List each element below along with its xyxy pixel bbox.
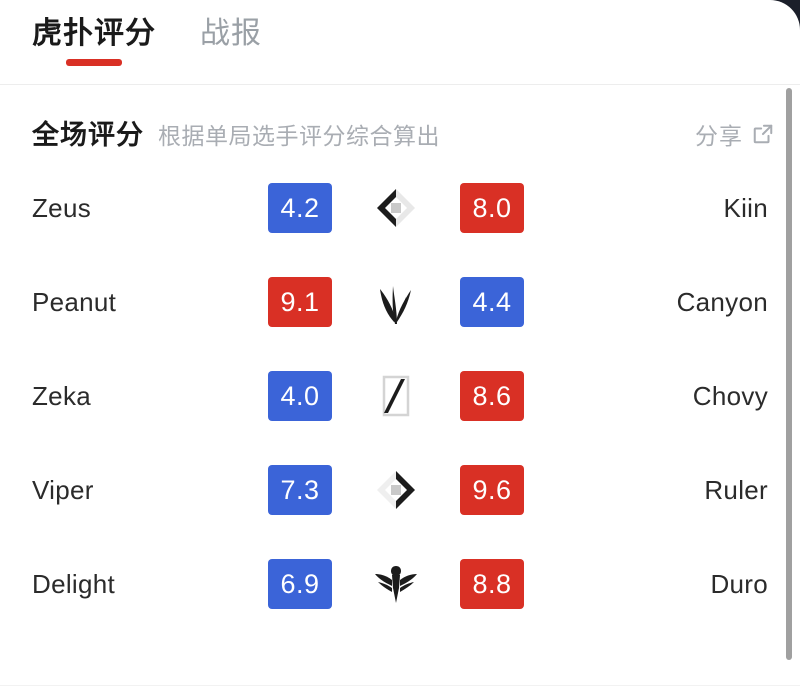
right-player-name: Chovy [692,380,768,411]
left-score-badge: 7.3 [268,465,332,515]
jungle-lane-icon [368,274,424,330]
left-score-badge: 4.0 [268,371,332,421]
right-player-name: Ruler [704,474,768,505]
table-row[interactable]: Delight 6.9 8.8 Duro [0,537,800,631]
share-label: 分享 [695,123,743,149]
section-title: 全场评分 [32,120,144,150]
table-row[interactable]: Peanut 9.1 4.4 Canyon [0,255,800,349]
table-row[interactable]: Viper 7.3 9.6 Ruler [0,443,800,537]
table-row[interactable]: Zeus 4.2 8.0 Kiin [0,161,800,255]
tab-hupu-rating[interactable]: 虎扑评分 [32,0,156,66]
left-player-name: Viper [32,474,94,505]
tab-match-report[interactable]: 战报 [200,0,262,54]
section-subtitle: 根据单局选手评分综合算出 [158,123,440,149]
support-lane-icon [368,556,424,612]
left-score-badge: 6.9 [268,559,332,609]
right-player-name: Duro [710,568,768,599]
left-score-badge: 4.2 [268,183,332,233]
right-score-badge: 8.6 [460,371,524,421]
left-player-name: Zeus [32,192,92,223]
share-button[interactable]: 分享 [695,117,774,151]
table-row[interactable]: Zeka 4.0 8.6 Chovy [0,349,800,443]
right-score-badge: 8.0 [460,183,524,233]
right-score-badge: 9.6 [460,465,524,515]
bot-lane-icon [368,462,424,518]
tab-hupu-rating-label: 虎扑评分 [32,17,156,50]
tab-bar: 虎扑评分 战报 [0,0,800,84]
right-score-badge: 8.8 [460,559,524,609]
right-score-badge: 4.4 [460,277,524,327]
bottom-divider [0,685,800,686]
left-player-name: Zeka [32,380,92,411]
active-tab-underline [66,59,122,66]
tab-match-report-label: 战报 [200,17,262,50]
section-header: 全场评分 根据单局选手评分综合算出 分享 [0,85,800,150]
tabbar-divider [0,84,800,85]
right-player-name: Canyon [676,286,768,317]
top-lane-icon [368,180,424,236]
left-score-badge: 9.1 [268,277,332,327]
player-rating-list: Zeus 4.2 8.0 Kiin Peanut 9.1 [0,147,800,631]
right-player-name: Kiin [723,192,768,223]
vertical-scrollbar-thumb[interactable] [786,88,792,660]
left-player-name: Peanut [32,286,117,317]
left-player-name: Delight [32,568,116,599]
mid-lane-icon [368,368,424,424]
external-link-icon [752,123,774,145]
